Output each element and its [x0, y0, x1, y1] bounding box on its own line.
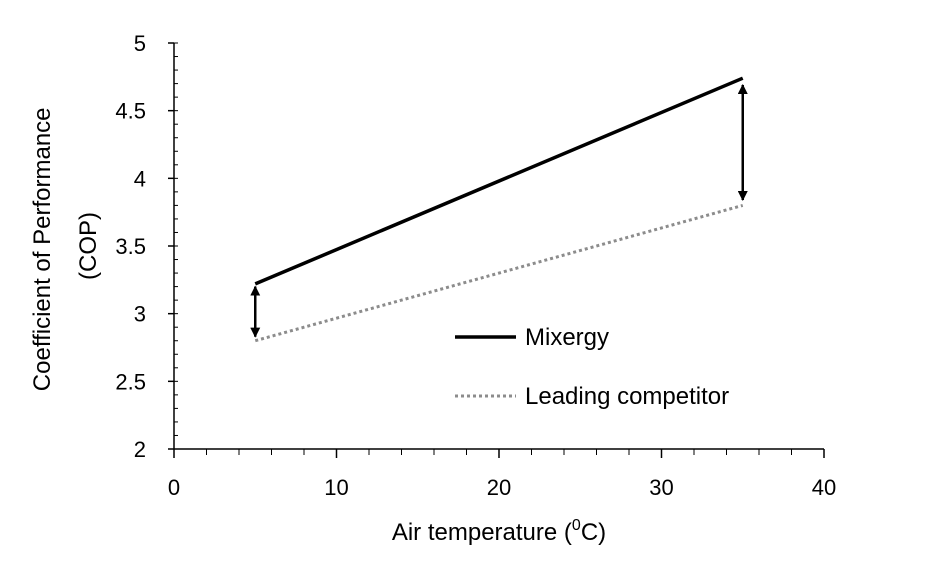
- x-tick-label: 20: [487, 475, 511, 500]
- x-tick-label: 0: [168, 475, 180, 500]
- y-tick-label: 3.5: [115, 234, 146, 259]
- y-tick-label: 4.5: [115, 99, 146, 124]
- y-tick-label: 3: [134, 302, 146, 327]
- y-axis-title-line1: Coefficient of Performance: [29, 107, 56, 391]
- x-tick-label: 40: [812, 475, 836, 500]
- x-axis-title-suffix: C): [581, 519, 606, 546]
- x-axis-title-main: Air temperature (: [392, 519, 572, 546]
- y-tick-label: 2: [134, 437, 146, 462]
- y-axis-title-line2: (COP): [75, 212, 102, 280]
- y-axis-title: Coefficient of Performance (COP): [29, 101, 102, 391]
- legend-label-competitor: Leading competitor: [525, 383, 729, 410]
- annotation-layer: [250, 83, 748, 338]
- x-axis-title: Air temperature (0C): [392, 517, 606, 546]
- x-tick-label: 30: [649, 475, 673, 500]
- x-axis-title-sup: 0: [572, 517, 581, 534]
- series-line-competitor: [254, 203, 744, 343]
- legend-label-mixergy: Mixergy: [525, 324, 609, 351]
- legend: Mixergy Leading competitor: [455, 324, 729, 410]
- series-line-mixergy: [254, 76, 744, 286]
- y-tick-label: 5: [134, 31, 146, 56]
- axes: 2 2.5 3 3.5 4 4.5 5 0 10 20 30 40: [115, 31, 836, 500]
- y-tick-label: 2.5: [115, 369, 146, 394]
- series-layer: [254, 76, 744, 343]
- y-tick-label: 4: [134, 166, 146, 191]
- x-tick-label: 10: [324, 475, 348, 500]
